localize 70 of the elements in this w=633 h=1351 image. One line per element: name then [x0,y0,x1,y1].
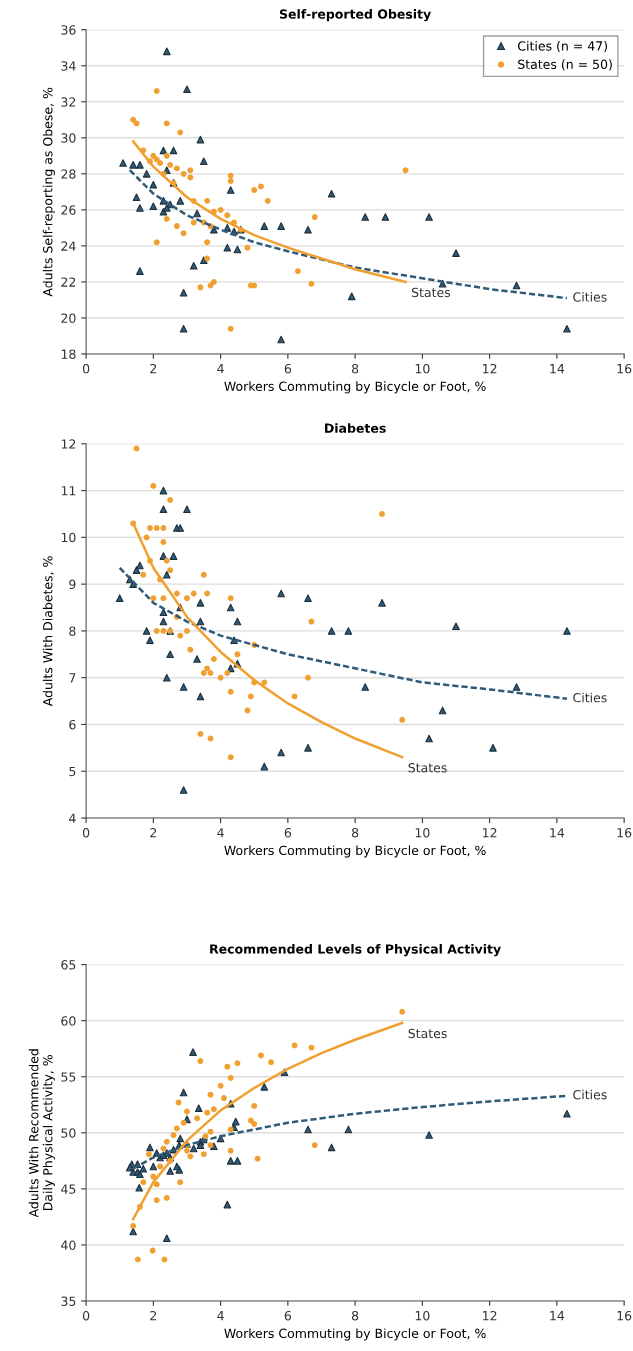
x-tick-label: 14 [550,828,565,838]
x-tick-label: 14 [550,1311,565,1321]
y-tick-label: 12 [61,439,76,449]
y-tick-label: 24 [61,241,76,251]
x-axis-title: Workers Commuting by Bicycle or Foot, % [224,845,486,858]
x-axis-title: Workers Commuting by Bicycle or Foot, % [224,1328,486,1341]
series-label: States [411,287,451,298]
x-tick-label: 6 [284,1310,292,1321]
y-tick-label: 30 [61,133,76,143]
y-tick-label: 32 [61,97,76,107]
x-tick-label: 8 [351,827,359,838]
x-tick-label: 10 [415,363,430,374]
y-axis-title: Adults With Diabetes, % [42,556,54,707]
x-tick-label: 8 [351,363,359,374]
series-label: Cities [573,292,607,302]
legend-label: States (n = 50) [518,59,612,71]
y-tick-label: 55 [61,1072,76,1082]
x-tick-label: 2 [150,1310,157,1321]
chart-title: Self-reported Obesity [279,9,431,22]
x-tick-label: 10 [415,1310,430,1321]
legend-label: Cities (n = 47) [518,40,607,53]
y-tick-label: 18 [61,349,76,359]
y-tick-label: 7 [69,673,76,683]
chart-title: Diabetes [325,423,386,433]
series-label: States [408,1028,447,1039]
y-tick-label: 11 [61,486,76,496]
y-tick-label: 20 [61,313,76,323]
y-axis-title: Adults With Recommended Daily Physical Activity, % [28,1049,55,1218]
y-tick-label: 22 [61,277,76,287]
x-tick-label: 2 [150,363,157,374]
x-tick-label: 0 [82,827,90,838]
series-label: Cities [573,692,607,703]
x-tick-label: 4 [217,364,224,374]
y-tick-label: 35 [61,1296,76,1306]
y-tick-label: 5 [69,766,76,777]
chart-title: Recommended Levels of Physical Activity [210,944,501,957]
x-tick-label: 16 [617,363,632,374]
y-tick-label: 6 [69,719,76,730]
x-tick-label: 0 [82,363,90,374]
x-tick-label: 12 [483,1310,497,1321]
y-tick-label: 8 [69,626,76,636]
x-tick-label: 14 [550,364,565,374]
x-tick-label: 12 [483,363,497,374]
y-tick-label: 60 [61,1016,76,1026]
y-tick-label: 40 [61,1240,76,1250]
y-tick-label: 34 [61,61,76,71]
series-label: States [408,762,447,773]
y-tick-label: 65 [61,960,76,970]
x-tick-label: 8 [351,1310,359,1321]
y-tick-label: 9 [69,579,76,590]
x-tick-label: 6 [284,827,292,838]
x-tick-label: 10 [415,827,430,838]
y-tick-label: 45 [61,1184,76,1194]
y-axis-title: Adults Self-reporting as Obese, % [42,87,55,297]
x-tick-label: 0 [82,1310,90,1321]
x-tick-label: 6 [284,363,292,374]
series-label: Cities [573,1089,607,1100]
x-tick-label: 16 [617,1310,632,1321]
x-axis-title: Workers Commuting by Bicycle or Foot, % [224,381,486,394]
y-tick-label: 36 [61,25,76,35]
x-tick-label: 12 [483,827,497,838]
y-tick-label: 28 [61,169,76,179]
y-tick-label: 26 [61,205,76,215]
x-tick-label: 16 [617,827,632,838]
y-tick-label: 10 [61,532,76,543]
y-tick-label: 4 [69,813,76,823]
x-tick-label: 2 [150,827,157,838]
x-tick-label: 4 [217,828,224,838]
y-tick-label: 50 [61,1128,76,1138]
x-tick-label: 4 [217,1311,224,1321]
